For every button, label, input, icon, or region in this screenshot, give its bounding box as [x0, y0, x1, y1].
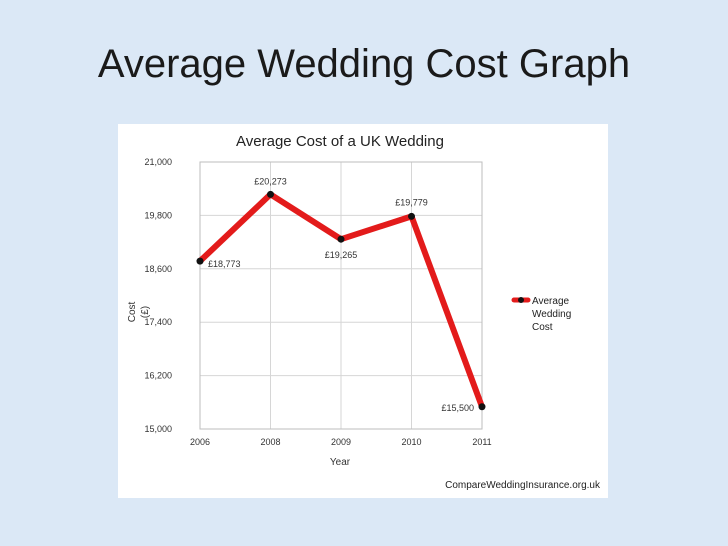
data-label: £18,773: [208, 259, 241, 269]
y-tick-label: 18,600: [144, 264, 172, 274]
legend-swatch-marker: [518, 297, 524, 303]
source-credit: CompareWeddingInsurance.org.uk: [445, 480, 601, 491]
y-tick-label: 17,400: [144, 317, 172, 327]
chart-title: Average Cost of a UK Wedding: [236, 133, 444, 150]
series-layer: £18,773 £20,273 £19,265 £19,779 £15,500: [196, 176, 486, 413]
plot-area: [199, 161, 483, 430]
line-chart: Average Cost of a UK Wedding 15,000 16,20…: [127, 133, 601, 491]
y-axis-unit: (£): [140, 306, 151, 318]
data-point: [267, 190, 274, 198]
slide-title: Average Wedding Cost Graph: [97, 42, 631, 86]
data-label: £20,273: [254, 176, 287, 186]
data-label: £19,779: [395, 197, 428, 207]
data-point: [196, 257, 204, 265]
y-tick-label: 16,200: [144, 371, 172, 381]
grid: [199, 161, 483, 430]
y-axis-label-group: Cost (£): [127, 301, 151, 322]
x-axis-ticks: 2006 2008 2009 2010 2011: [190, 437, 492, 447]
x-tick-label: 2010: [401, 437, 421, 447]
legend-line-2: Wedding: [532, 309, 571, 320]
y-tick-label: 19,800: [144, 210, 172, 220]
data-point: [408, 212, 415, 220]
data-label: £19,265: [325, 250, 358, 260]
legend-line-3: Cost: [532, 322, 553, 333]
y-axis-label: Cost: [127, 301, 138, 322]
y-axis-ticks: 15,000 16,200 17,400 18,600 19,800 21,000: [144, 157, 172, 434]
legend: Average Wedding Cost: [511, 296, 571, 333]
data-label: £15,500: [441, 403, 474, 413]
legend-line-1: Average: [532, 296, 570, 307]
x-tick-label: 2011: [472, 437, 491, 447]
data-point: [337, 235, 345, 243]
y-tick-label: 15,000: [144, 424, 172, 434]
x-tick-label: 2009: [331, 437, 351, 447]
x-tick-label: 2008: [260, 437, 280, 447]
y-tick-label: 21,000: [144, 157, 172, 167]
x-tick-label: 2006: [190, 437, 210, 447]
chart-panel: Average Cost of a UK Wedding 15,000 16,20…: [118, 124, 608, 498]
data-point: [478, 403, 486, 411]
x-axis-label: Year: [330, 457, 351, 468]
